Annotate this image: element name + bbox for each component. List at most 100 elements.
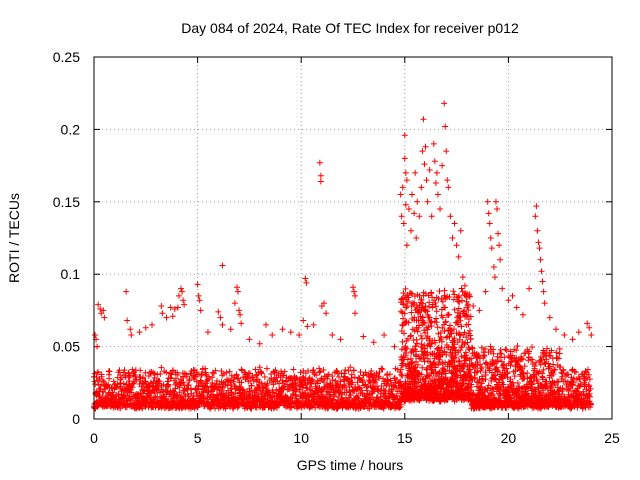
data-point — [167, 375, 174, 382]
data-point — [494, 357, 501, 364]
data-point — [419, 148, 426, 155]
data-point — [401, 310, 408, 317]
data-point — [362, 369, 369, 376]
y-tick-label: 0.25 — [53, 49, 80, 65]
data-point — [409, 191, 416, 198]
data-point — [426, 166, 433, 173]
data-point — [142, 403, 149, 410]
data-point — [403, 345, 410, 352]
data-point — [576, 383, 583, 390]
data-point — [195, 292, 202, 299]
data-point — [501, 361, 508, 368]
data-point — [453, 378, 460, 385]
data-point — [550, 371, 557, 378]
data-point — [168, 371, 175, 378]
data-point — [507, 376, 514, 383]
data-point — [194, 403, 201, 410]
data-point — [496, 242, 503, 249]
data-point — [426, 373, 433, 380]
data-point — [456, 331, 463, 338]
data-point — [449, 235, 456, 241]
data-point — [415, 322, 422, 329]
data-point — [413, 235, 420, 241]
data-point — [582, 404, 589, 411]
data-point — [293, 374, 300, 381]
data-point — [149, 321, 156, 328]
data-point — [413, 358, 420, 365]
data-point — [345, 367, 352, 374]
data-point — [468, 355, 475, 362]
data-point — [250, 377, 257, 384]
data-point — [456, 358, 463, 365]
data-point — [423, 177, 430, 184]
data-point — [513, 347, 520, 354]
data-point — [105, 381, 112, 388]
data-point — [151, 390, 158, 397]
data-point — [351, 374, 358, 381]
data-point — [179, 405, 186, 412]
data-point — [419, 335, 426, 342]
data-point — [219, 321, 226, 328]
data-point — [178, 285, 185, 292]
data-point — [536, 245, 543, 252]
data-point — [372, 379, 379, 386]
data-point — [347, 391, 354, 398]
data-point — [446, 294, 453, 300]
data-point — [341, 370, 348, 377]
data-point — [438, 338, 445, 345]
data-point — [432, 179, 439, 186]
data-point — [445, 184, 452, 191]
data-point — [381, 332, 388, 339]
data-point — [380, 375, 387, 382]
data-point — [320, 367, 327, 374]
axis-ticks: 0 5 10 15 20 25 0 0.05 0.1 0.15 0.2 0.25 — [53, 49, 620, 446]
data-point — [374, 386, 381, 393]
data-point — [435, 361, 442, 368]
data-point — [469, 345, 476, 352]
data-point — [302, 275, 309, 282]
data-point — [350, 367, 357, 374]
data-point — [379, 366, 386, 373]
data-point — [525, 348, 532, 355]
y-tick-label: 0.15 — [53, 194, 80, 210]
data-point — [569, 336, 576, 343]
data-point — [368, 394, 375, 401]
y-tick-label: 0.1 — [61, 266, 81, 282]
data-point — [378, 365, 385, 372]
data-point — [490, 350, 497, 357]
data-point — [428, 340, 435, 347]
data-point — [118, 374, 125, 381]
data-point — [260, 385, 267, 392]
data-point — [400, 289, 407, 296]
data-point — [269, 389, 276, 396]
data-point — [97, 305, 104, 312]
data-point — [411, 299, 418, 306]
data-point — [461, 282, 468, 289]
data-point — [422, 375, 429, 382]
data-point — [487, 235, 494, 241]
data-point — [546, 352, 553, 359]
data-point — [538, 268, 545, 275]
data-point — [281, 368, 288, 375]
data-point — [434, 324, 441, 331]
data-point — [497, 256, 504, 263]
data-point — [365, 383, 372, 390]
data-point — [412, 169, 419, 176]
data-point — [415, 317, 422, 324]
data-point — [553, 326, 560, 333]
data-point — [202, 369, 209, 376]
data-point — [436, 288, 443, 295]
data-point — [120, 380, 127, 387]
data-point — [459, 297, 466, 304]
data-point — [446, 333, 453, 340]
data-point — [240, 386, 247, 393]
data-point — [408, 227, 415, 234]
data-point — [500, 364, 507, 371]
data-point — [548, 347, 555, 354]
data-point — [252, 366, 259, 373]
data-point — [532, 359, 539, 366]
data-point — [368, 367, 375, 374]
data-point — [478, 380, 485, 387]
data-point — [268, 394, 275, 401]
